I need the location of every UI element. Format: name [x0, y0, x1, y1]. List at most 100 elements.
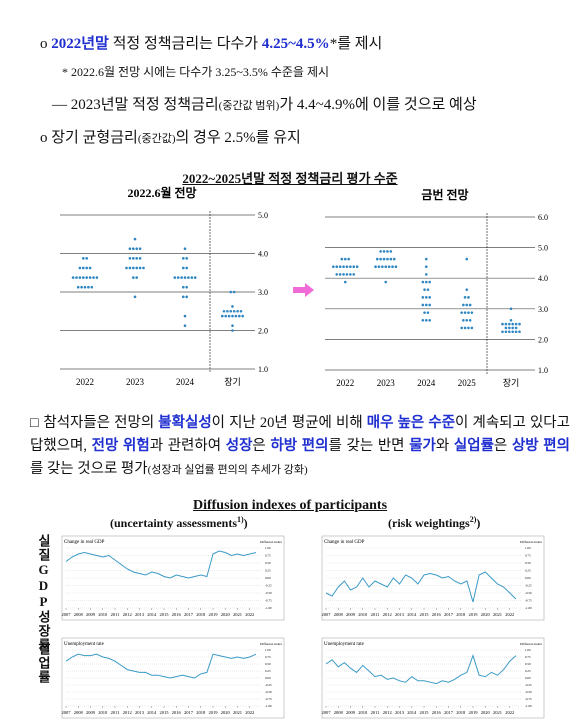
dot [460, 311, 463, 314]
dot [183, 276, 187, 279]
dot [132, 257, 135, 260]
x-tick-label: 2023 [126, 377, 145, 387]
dot [382, 250, 386, 253]
dot [389, 250, 393, 253]
dot [428, 318, 431, 322]
dot [375, 257, 379, 261]
x-tick-label: 2015 [420, 710, 430, 715]
dot [190, 276, 194, 279]
y-tick-label: 0.75 [265, 554, 271, 558]
x-tick-label: 2019 [209, 612, 219, 617]
dot [132, 276, 135, 279]
dot [138, 257, 142, 260]
y-tick-label: 1.00 [265, 648, 271, 652]
note: * 2022.6월 전망 시에는 다수가 3.25~3.5% 수준을 제시 [62, 65, 330, 79]
dot [340, 257, 344, 261]
dot [467, 296, 470, 299]
dot [342, 265, 345, 269]
x-tick-label: 2022 [505, 612, 514, 617]
dot [514, 322, 518, 326]
chart-label: Unemployment rate [64, 642, 105, 647]
x-tick-label: 2008 [334, 612, 344, 617]
dot [423, 311, 426, 314]
dot [468, 318, 472, 322]
x-tick-label: 2016 [172, 710, 182, 715]
y-tick-label: 1.00 [525, 648, 531, 652]
dot [501, 330, 504, 334]
y-tick-label: 0.50 [525, 662, 531, 666]
x-tick-label: 2021 [233, 710, 242, 715]
text: 이 계속되고 있다고 답했으며, [30, 415, 570, 454]
x-tick-label: 2019 [469, 710, 479, 715]
dot [342, 273, 345, 276]
text: ) [476, 516, 481, 530]
dot [85, 257, 88, 260]
dot [352, 273, 356, 276]
dot [87, 285, 90, 289]
highlight: 전망 위험 [91, 438, 150, 454]
dot [231, 324, 234, 327]
dot [95, 276, 99, 279]
x-tick-label: 2011 [111, 710, 120, 715]
x-tick-label: 2017 [184, 710, 194, 715]
dot [384, 280, 388, 284]
y-tick-label: -0.75 [265, 697, 272, 701]
x-tick-label: 2016 [432, 612, 442, 617]
dot [142, 266, 145, 270]
x-tick-label: 2020 [221, 612, 231, 617]
dot [352, 265, 356, 269]
x-tick-label: 2017 [444, 612, 454, 617]
dot [424, 273, 428, 276]
x-tick-label: 2008 [74, 612, 84, 617]
dot [231, 314, 234, 318]
y-tick-label: 0.00 [265, 576, 271, 580]
highlight: 상방 편의 [511, 438, 570, 454]
dot [82, 276, 85, 279]
dot [193, 276, 197, 279]
dot [135, 276, 138, 279]
x-tick-label: 2009 [86, 612, 96, 617]
x-tick-label: 2008 [74, 710, 84, 715]
text: 를 갖는 것으로 평가 [30, 461, 148, 477]
text: (risk weightings [388, 516, 470, 530]
dot [222, 309, 226, 313]
x-tick-label: 2014 [147, 710, 157, 715]
dot [518, 322, 521, 326]
dot [176, 276, 180, 279]
x-tick-label: 2007 [322, 612, 332, 617]
dot [173, 276, 177, 279]
dot [182, 257, 185, 260]
corner-note: Diffusion index [520, 642, 542, 646]
y-tick-label: 5.0 [258, 211, 268, 220]
x-tick-label: 2010 [98, 710, 108, 715]
dot [462, 318, 465, 322]
text: 과 관련하여 [149, 438, 226, 454]
dot [470, 311, 474, 314]
highlight: 하방 편의 [270, 438, 329, 454]
x-tick-label: 2023 [377, 378, 396, 388]
footnote-mark: 2) [469, 515, 477, 524]
dot [338, 273, 342, 276]
dot [424, 257, 428, 261]
x-tick-label: 2017 [444, 710, 454, 715]
x-tick-label: 2022 [336, 378, 354, 388]
bullet-line: o 장기 균형금리(중간값)의 경우 2.5%를 유지 [40, 126, 301, 147]
series-line [325, 654, 517, 685]
x-tick-label: 2010 [358, 710, 368, 715]
dot [386, 250, 389, 253]
dot [185, 266, 188, 270]
text: 은 [252, 438, 271, 454]
dot [332, 265, 335, 269]
x-tick-label: 2017 [184, 612, 194, 617]
text: 와 [435, 438, 454, 454]
dot [467, 311, 470, 314]
dot [379, 257, 382, 261]
y-tick-label: -0.75 [265, 599, 272, 603]
x-tick-label: 2019 [209, 710, 219, 715]
x-tick-label: 2022 [76, 377, 94, 387]
text: *를 제시 [329, 36, 383, 52]
x-tick-label: 2015 [420, 612, 430, 617]
dot [428, 303, 431, 307]
x-tick-label: 2007 [62, 710, 72, 715]
